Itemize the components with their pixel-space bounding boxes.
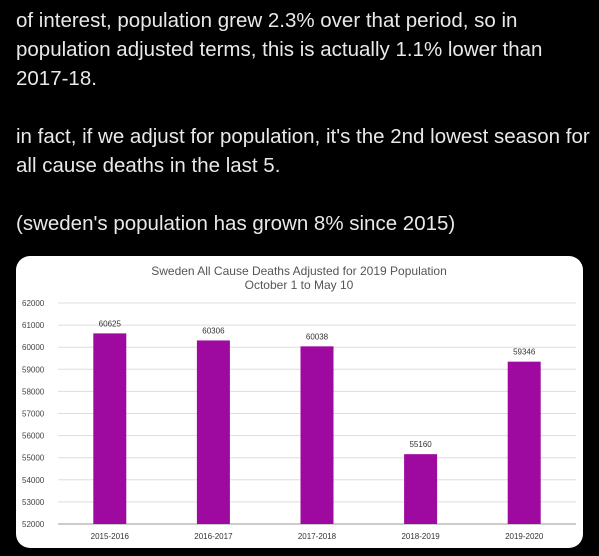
chart-subtitle: October 1 to May 10 bbox=[245, 278, 354, 292]
bar bbox=[300, 346, 334, 524]
y-tick-label: 56000 bbox=[22, 432, 45, 441]
bar-data-label: 60625 bbox=[99, 319, 122, 328]
y-tick-label: 55000 bbox=[22, 454, 45, 463]
bar-data-label: 60038 bbox=[306, 332, 329, 341]
x-category-label: 2016-2017 bbox=[194, 532, 233, 541]
chart-image-card[interactable]: Sweden All Cause Deaths Adjusted for 201… bbox=[16, 256, 583, 548]
y-tick-label: 60000 bbox=[22, 343, 45, 352]
bar-data-label: 59346 bbox=[513, 348, 536, 357]
tweet-text: of interest, population grew 2.3% over t… bbox=[16, 6, 591, 238]
bar bbox=[404, 454, 438, 524]
y-tick-label: 53000 bbox=[22, 498, 45, 507]
y-tick-label: 54000 bbox=[22, 476, 45, 485]
y-tick-label: 59000 bbox=[22, 365, 45, 374]
y-axis-ticks: 52000 53000 54000 55000 56000 57000 58000 59000… bbox=[22, 299, 45, 529]
chart-title: Sweden All Cause Deaths Adjusted for 201… bbox=[151, 264, 447, 278]
tweet-paragraph: in fact, if we adjust for population, it… bbox=[16, 125, 590, 177]
x-category-label: 2019-2020 bbox=[505, 532, 544, 541]
y-tick-label: 61000 bbox=[22, 321, 45, 330]
x-category-label: 2018-2019 bbox=[401, 532, 440, 541]
bar-data-label: 55160 bbox=[409, 440, 432, 449]
tweet-paragraph: of interest, population grew 2.3% over t… bbox=[16, 9, 543, 90]
x-axis-categories: 2015-2016 2016-2017 2017-2018 2018-2019 2019… bbox=[91, 532, 544, 541]
bar bbox=[93, 333, 127, 524]
bar bbox=[507, 361, 541, 524]
y-tick-label: 62000 bbox=[22, 299, 45, 308]
bar bbox=[196, 340, 230, 524]
bar-data-label: 60306 bbox=[202, 326, 225, 335]
bar-chart: Sweden All Cause Deaths Adjusted for 201… bbox=[22, 264, 576, 541]
chart-bars bbox=[93, 333, 541, 524]
x-category-label: 2017-2018 bbox=[298, 532, 337, 541]
y-tick-label: 52000 bbox=[22, 520, 45, 529]
tweet-paragraph: (sweden's population has grown 8% since … bbox=[16, 212, 456, 235]
x-category-label: 2015-2016 bbox=[91, 532, 130, 541]
y-tick-label: 58000 bbox=[22, 387, 45, 396]
y-tick-label: 57000 bbox=[22, 410, 45, 419]
chart-data-labels: 60625 60306 60038 55160 59346 bbox=[99, 319, 536, 449]
